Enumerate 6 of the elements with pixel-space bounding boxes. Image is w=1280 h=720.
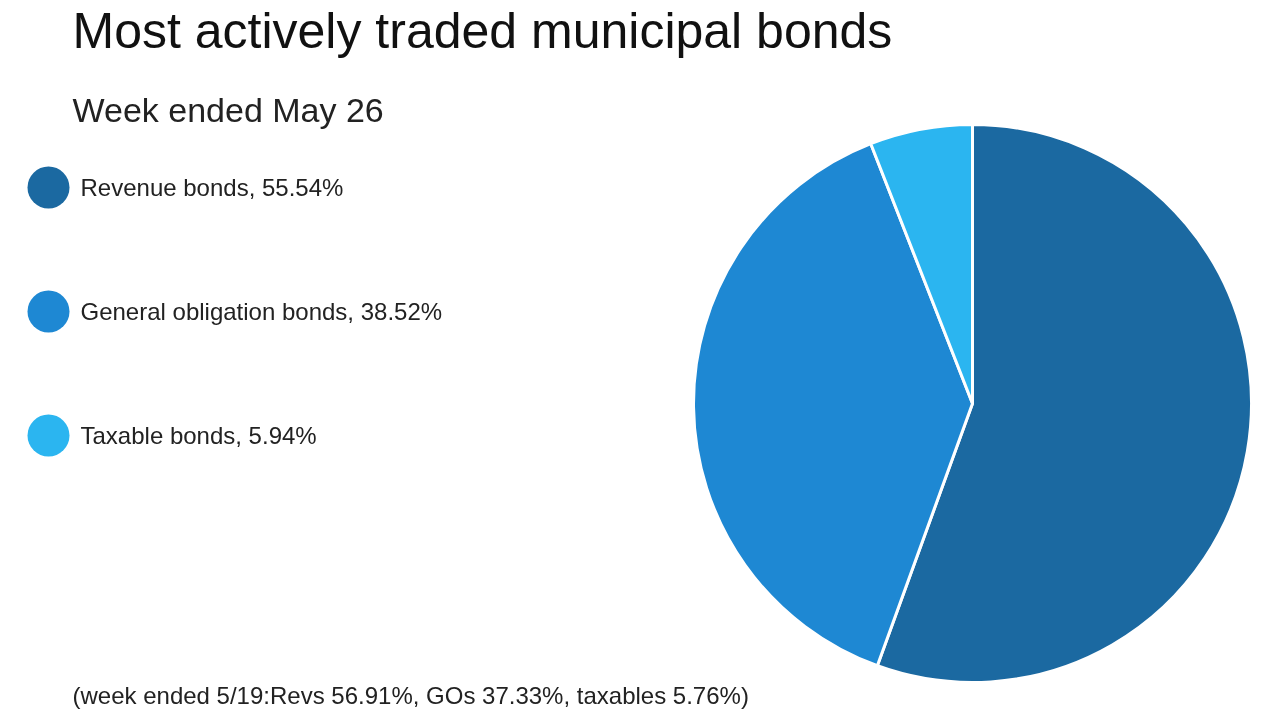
legend-label: General obligation bonds, 38.52% bbox=[80, 298, 443, 325]
chart-subtitle: Week ended May 26 bbox=[72, 90, 384, 129]
chart-title: Most actively traded municipal bonds bbox=[72, 2, 893, 59]
legend-label: Taxable bonds, 5.94% bbox=[80, 422, 317, 449]
legend-label: Revenue bonds, 55.54% bbox=[80, 174, 344, 201]
text: (week ended 5/19:Revs 56.91%, GOs 37.33%, taxables 5.76%) bbox=[72, 681, 749, 709]
